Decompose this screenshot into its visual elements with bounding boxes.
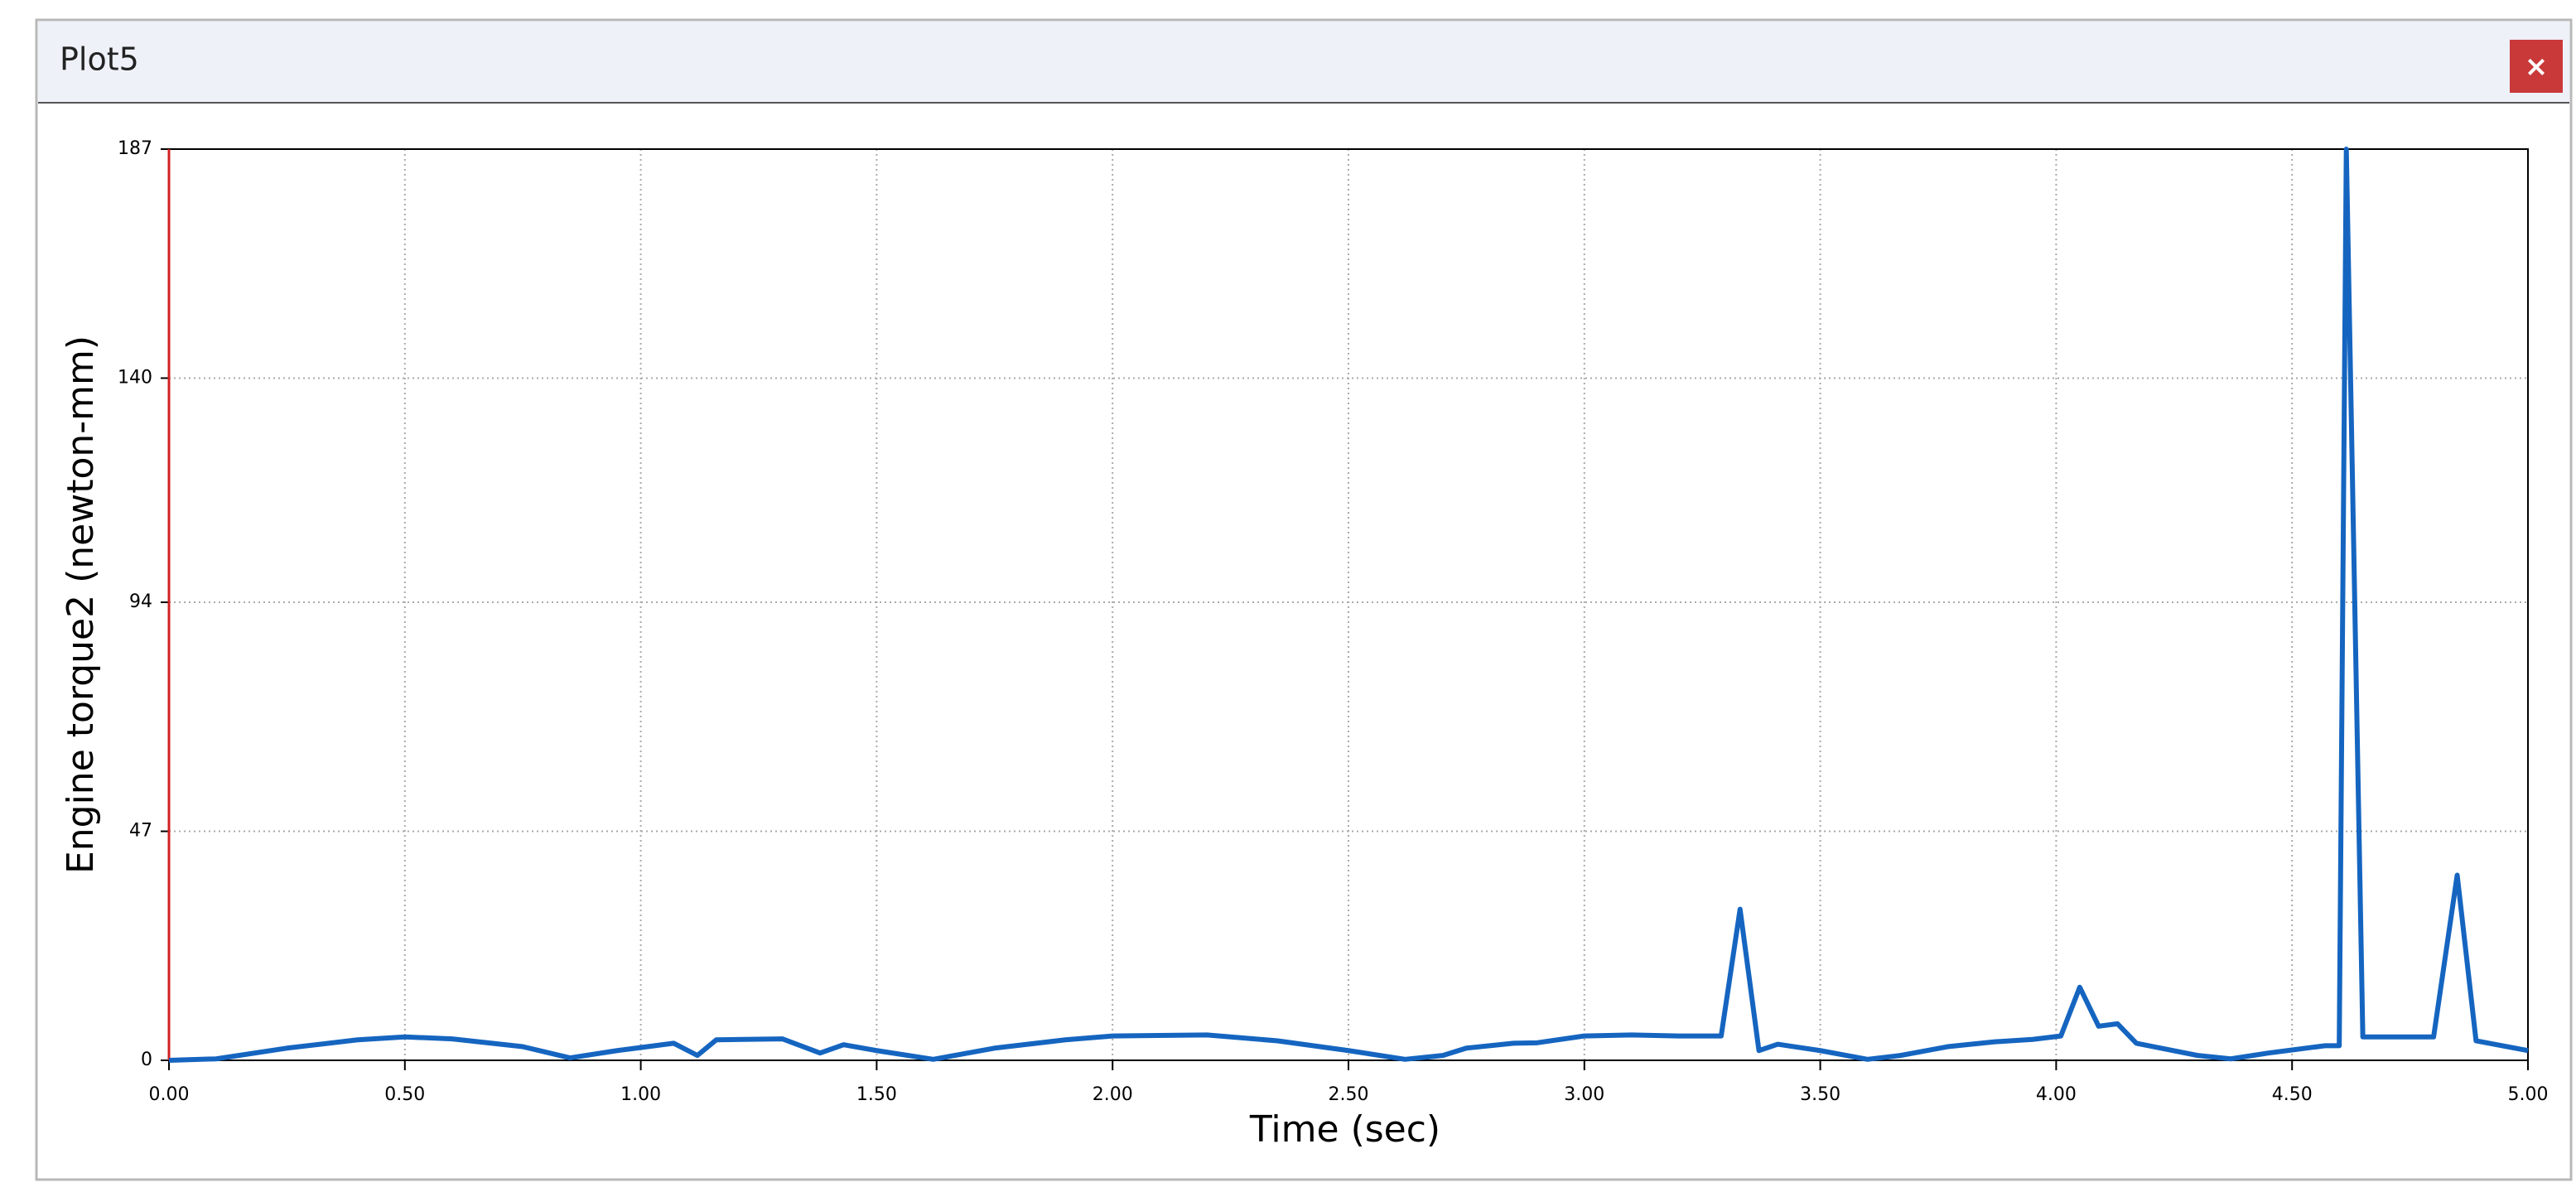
y-axis-title: Engine torque2 (newton-mm) [60, 335, 102, 874]
close-button[interactable] [2510, 40, 2563, 93]
x-tick-label: 3.00 [1564, 1084, 1604, 1105]
x-tick-label: 2.00 [1093, 1084, 1133, 1105]
title-bar [38, 22, 2569, 103]
x-tick-label: 1.00 [620, 1084, 661, 1105]
x-tick-label: 0.50 [384, 1084, 425, 1105]
x-tick-label: 0.00 [149, 1084, 190, 1105]
x-tick-label: 1.50 [856, 1084, 897, 1105]
x-tick-label: 2.50 [1329, 1084, 1369, 1105]
window-title: Plot5 [60, 41, 139, 78]
close-icon[interactable]: × [2525, 51, 2549, 84]
x-tick-label: 4.50 [2272, 1084, 2313, 1105]
x-tick-label: 3.50 [1800, 1084, 1840, 1105]
y-tick-label: 47 [129, 821, 152, 842]
data-line [168, 147, 2529, 1063]
y-tick-label: 187 [118, 138, 152, 159]
x-axis-title: Time (sec) [1249, 1108, 1440, 1151]
y-tick-label: 140 [118, 367, 152, 388]
window [35, 18, 2573, 1181]
y-tick-label: 94 [129, 591, 152, 612]
y-tick-label: 0 [141, 1050, 152, 1070]
x-tick-label: 4.00 [2036, 1084, 2077, 1105]
x-tick-label: 5.00 [2508, 1084, 2549, 1105]
